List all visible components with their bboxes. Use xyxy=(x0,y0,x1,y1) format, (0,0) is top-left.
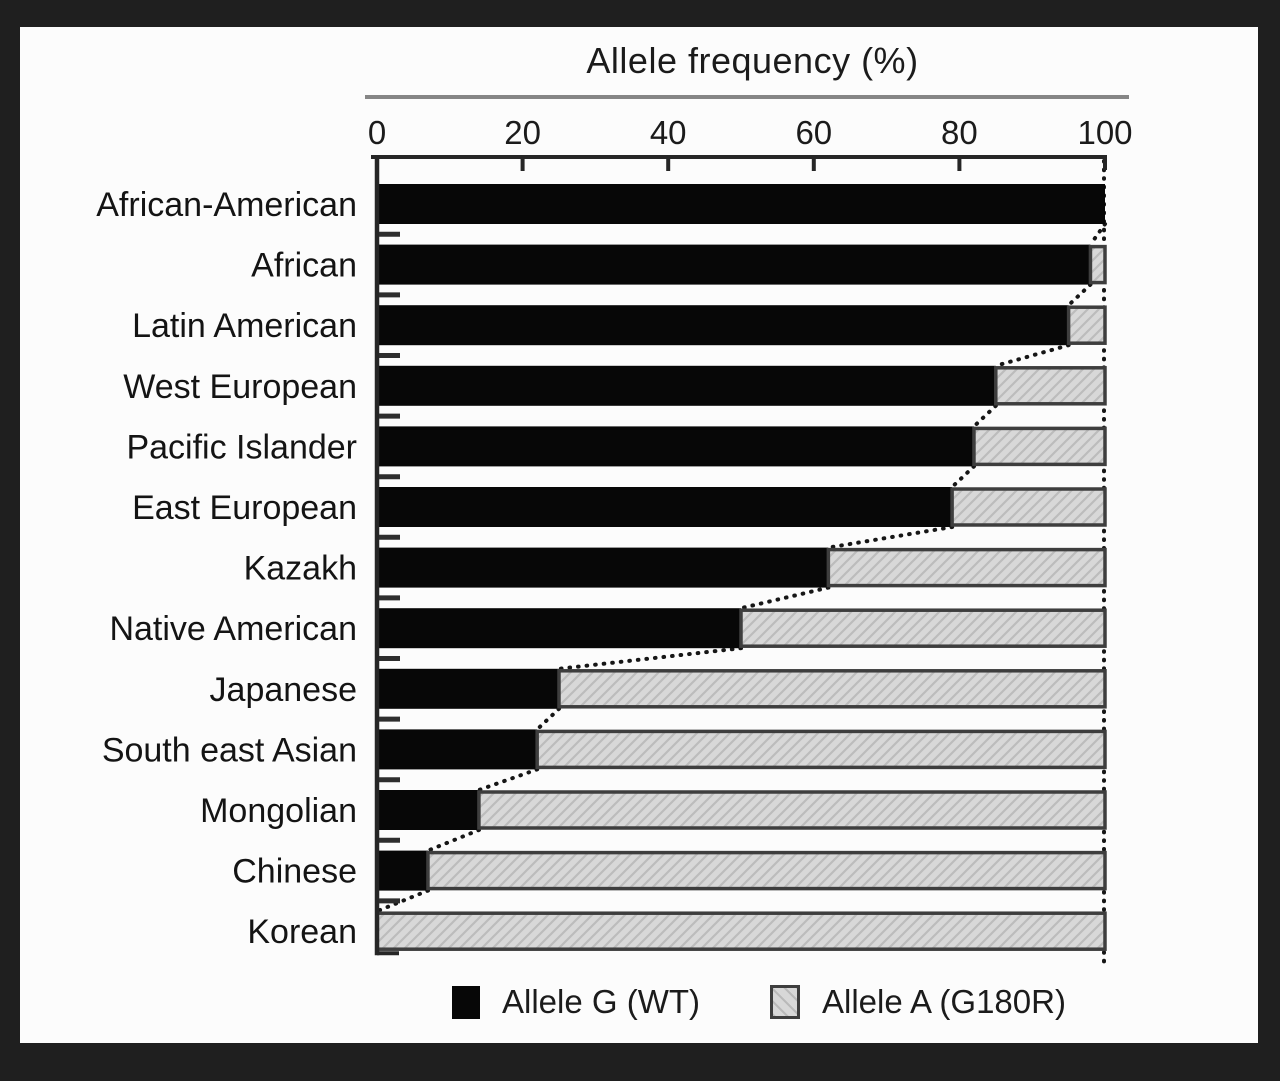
connector-dotted-line xyxy=(993,343,1071,368)
connector-dotted-line xyxy=(1066,282,1093,308)
category-label-japanese: Japanese xyxy=(210,671,357,709)
bar-allele-g-west-european xyxy=(377,365,996,406)
legend-item-allele-a: Allele A (G180R) xyxy=(770,983,1066,1021)
bar-allele-g-pacific-islander xyxy=(377,426,974,467)
bar-allele-a-kazakh xyxy=(826,547,1107,588)
legend-label-allele-a: Allele A (G180R) xyxy=(822,983,1066,1020)
bar-allele-g-african xyxy=(377,244,1091,285)
bar-allele-g-mongolian xyxy=(377,790,479,830)
category-label-pacific-islander: Pacific Islander xyxy=(126,428,357,466)
legend-item-allele-g: Allele G (WT) xyxy=(452,983,700,1021)
connector-dotted-line xyxy=(971,403,998,429)
bar-allele-g-african-american xyxy=(377,184,1105,224)
legend-swatch-black-icon xyxy=(452,985,480,1019)
category-label-african-american: African-American xyxy=(96,186,357,224)
category-label-south-east-asian: South east Asian xyxy=(102,731,357,769)
bar-allele-a-mongolian xyxy=(477,790,1107,830)
x-tick-label-80: 80 xyxy=(941,114,978,151)
connector-dotted-line xyxy=(425,828,481,853)
category-label-latin-american: Latin American xyxy=(132,307,357,345)
connector-dotted-line xyxy=(476,767,540,792)
x-tick-label-0: 0 xyxy=(368,114,386,151)
bar-allele-a-native-american xyxy=(739,608,1107,648)
connector-dotted-line xyxy=(950,464,976,489)
chart-title: Allele frequency (%) xyxy=(586,40,919,81)
bar-allele-g-latin-american xyxy=(377,305,1069,346)
title-underline-rule xyxy=(365,95,1129,99)
legend-swatch-hatched-icon xyxy=(770,985,800,1019)
x-tick-label-100: 100 xyxy=(1077,114,1132,151)
category-label-east-european: East European xyxy=(132,489,357,527)
bar-allele-g-kazakh xyxy=(377,547,829,588)
bar-allele-g-south-east-asian xyxy=(377,729,538,770)
category-label-chinese: Chinese xyxy=(232,853,357,891)
bar-allele-a-south-east-asian xyxy=(535,729,1107,770)
bar-allele-a-japanese xyxy=(557,669,1107,709)
x-tick-label-40: 40 xyxy=(650,114,687,151)
bar-allele-a-african xyxy=(1088,244,1107,285)
connector-dotted-line xyxy=(739,585,831,611)
category-label-african: African xyxy=(251,247,357,285)
connector-dotted-line xyxy=(535,706,561,732)
category-label-native-american: Native American xyxy=(109,610,357,648)
chart-legend: Allele G (WT) Allele A (G180R) xyxy=(452,980,1066,1024)
connector-dotted-line xyxy=(826,525,955,550)
category-label-west-european: West European xyxy=(123,368,357,406)
bar-allele-a-west-european xyxy=(994,366,1107,406)
bar-allele-a-chinese xyxy=(426,850,1107,891)
bar-allele-a-east-european xyxy=(950,487,1107,527)
category-label-mongolian: Mongolian xyxy=(200,792,357,830)
connector-dotted-line xyxy=(557,646,743,671)
category-label-kazakh: Kazakh xyxy=(244,550,357,588)
bar-allele-g-native-american xyxy=(377,608,741,649)
connector-dotted-line xyxy=(1088,222,1107,247)
x-tick-label-20: 20 xyxy=(504,114,541,151)
bar-allele-a-korean xyxy=(375,911,1107,951)
connector-dotted-line xyxy=(375,888,430,914)
bar-allele-a-latin-american xyxy=(1066,305,1107,345)
bar-allele-g-japanese xyxy=(377,668,559,709)
bar-allele-g-east-european xyxy=(377,487,953,527)
category-label-korean: Korean xyxy=(247,913,357,951)
x-tick-label-60: 60 xyxy=(795,114,832,151)
bar-allele-a-pacific-islander xyxy=(972,426,1107,467)
legend-label-allele-g: Allele G (WT) xyxy=(502,983,700,1020)
bar-allele-g-chinese xyxy=(377,850,428,891)
